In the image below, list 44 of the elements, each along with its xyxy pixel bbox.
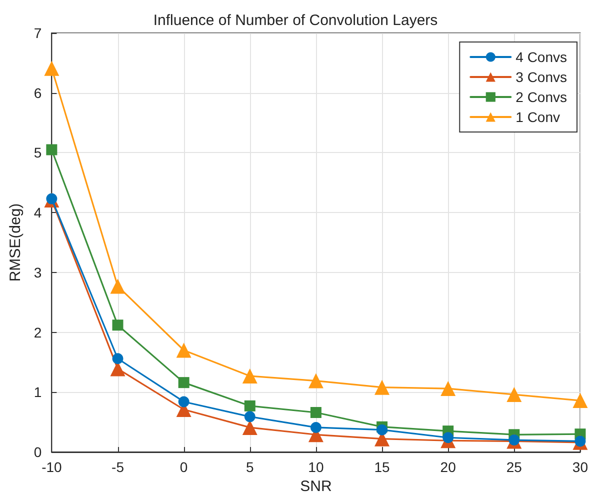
chart-title: Influence of Number of Convolution Layers [153,12,438,29]
point [112,320,124,331]
point [506,387,522,402]
point [44,60,60,76]
x-tick-label: 30 [572,459,588,475]
y-tick-label: 4 [34,204,42,221]
y-tick-label: 1 [34,384,42,400]
point [178,396,190,408]
point [176,342,192,358]
x-tick-label: 0 [180,459,188,475]
point [572,393,588,408]
y-tick-label: 6 [34,84,42,101]
point [442,432,454,444]
x-tick-label: 5 [246,459,254,475]
y-tick-label: 0 [34,444,42,460]
x-axis-title: SNR [300,478,332,495]
point [110,278,126,294]
x-tick-label: 20 [440,459,456,475]
point [112,353,124,364]
point [242,368,258,384]
point [244,411,256,422]
x-tick-label: -5 [112,459,124,475]
legend-label: 2 Convs [516,89,567,105]
x-tick-label: 15 [374,459,390,475]
point [376,424,388,436]
legend-label: 4 Convs [516,49,567,65]
legend-label: 1 Conv [516,109,560,125]
y-tick-label: 5 [34,144,42,161]
point [374,380,390,395]
x-tick-label: 10 [308,459,324,475]
point [440,381,456,396]
point [308,373,324,388]
point [310,422,322,433]
y-tick-label: 2 [34,324,42,340]
x-tick-label: 25 [506,459,522,475]
point [310,406,322,418]
point [244,400,256,412]
y-tick-label: 7 [34,25,42,41]
y-tick-label: 3 [34,264,42,280]
x-tick-label: -10 [42,459,62,475]
point [46,144,58,156]
legend-label: 3 Convs [516,69,567,85]
point [178,377,190,388]
y-axis-title: RMSE(deg) [7,203,24,282]
